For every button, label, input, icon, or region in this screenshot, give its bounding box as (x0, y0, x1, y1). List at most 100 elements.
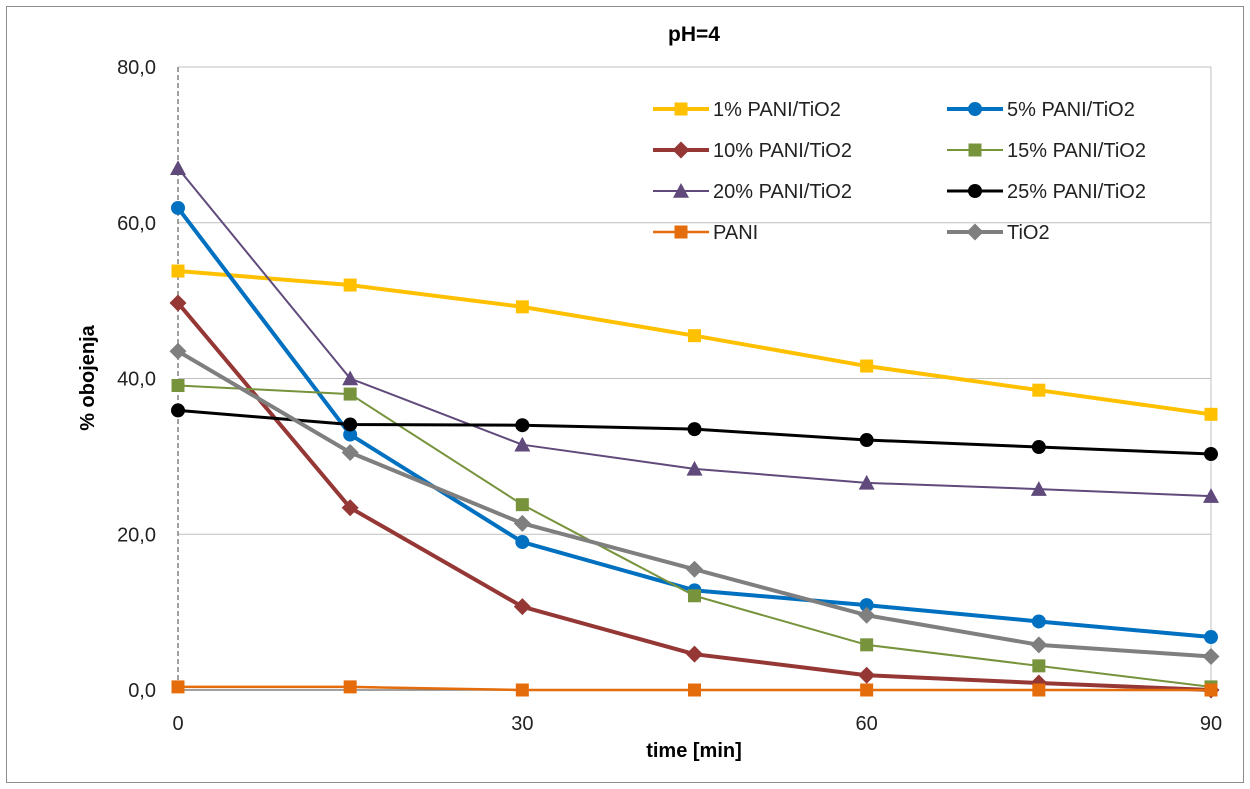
series-10-pani-tio2 (169, 294, 1220, 699)
data-point (343, 417, 358, 432)
data-point (171, 379, 185, 393)
x-tick-label: 60 (856, 713, 878, 735)
data-point (343, 680, 357, 694)
data-point (686, 560, 703, 578)
x-tick-label: 90 (1200, 713, 1222, 735)
legend-label: 5% PANI/TiO2 (1007, 99, 1135, 121)
data-point (515, 683, 529, 697)
data-point (343, 427, 358, 442)
legend-item: 25% PANI/TiO2 (947, 181, 1146, 203)
data-point (686, 460, 703, 476)
data-point (343, 278, 357, 292)
data-point (687, 422, 702, 437)
data-point (515, 498, 529, 512)
series-line (176, 301, 1212, 692)
data-point (1030, 636, 1048, 654)
data-point (171, 680, 185, 694)
x-tick-label: 0 (172, 713, 183, 735)
data-point (858, 666, 876, 684)
data-point (343, 387, 357, 401)
series-25-pani-tio2 (171, 403, 1218, 462)
data-point (170, 160, 186, 176)
data-point (513, 598, 531, 616)
data-point (859, 433, 874, 448)
data-point (1204, 683, 1218, 697)
legend-marker (674, 102, 688, 116)
legend-label: 20% PANI/TiO2 (713, 181, 852, 203)
data-point (169, 342, 187, 360)
legend: 1% PANI/TiO2 5% PANI/TiO2 10% PANI/TiO2 15%… (653, 99, 1146, 244)
data-point (171, 403, 185, 418)
series-1-pani-tio2 (171, 264, 1218, 421)
y-tick-label: 60,0 (117, 213, 156, 235)
data-point (858, 474, 875, 490)
series-20-pani-tio2 (170, 160, 1219, 503)
legend-marker (674, 225, 688, 239)
series-tio2 (169, 342, 1220, 666)
series-layer (169, 160, 1220, 699)
data-point (171, 200, 185, 215)
series-15-pani-tio2 (171, 379, 1218, 694)
data-point (1031, 614, 1046, 629)
legend-label: 10% PANI/TiO2 (713, 140, 852, 162)
legend-marker (968, 102, 982, 116)
data-point (688, 329, 701, 343)
data-point (1031, 440, 1046, 455)
legend-item: 1% PANI/TiO2 (653, 99, 841, 121)
data-point (515, 418, 530, 433)
data-point (1032, 659, 1046, 673)
data-point (1030, 481, 1047, 496)
data-point (342, 370, 359, 386)
data-point (513, 514, 531, 532)
data-point (515, 300, 529, 314)
data-point (1202, 648, 1220, 666)
legend-label: 1% PANI/TiO2 (713, 99, 841, 121)
data-point (515, 535, 530, 550)
legend-item: 20% PANI/TiO2 (653, 181, 852, 203)
data-point (686, 645, 703, 663)
legend-item: 10% PANI/TiO2 (653, 140, 852, 162)
data-point (169, 294, 187, 312)
chart-title: pH=4 (668, 23, 720, 46)
legend-label: 25% PANI/TiO2 (1007, 181, 1146, 203)
y-axis-title: % obojenja (77, 324, 99, 430)
data-point (1204, 630, 1218, 645)
legend-marker (672, 141, 690, 159)
legend-item: TiO2 (947, 222, 1050, 244)
data-point (860, 683, 874, 697)
series-pani (171, 680, 1218, 697)
y-tick-label: 40,0 (117, 369, 156, 391)
x-tick-label: 30 (511, 713, 533, 735)
legend-label: 15% PANI/TiO2 (1007, 140, 1146, 162)
data-point (171, 264, 185, 278)
legend-label: PANI (713, 222, 758, 244)
legend-marker (673, 183, 689, 198)
y-tick-label: 20,0 (117, 524, 156, 546)
y-tick-label: 80,0 (117, 57, 156, 79)
legend-item: PANI (653, 222, 758, 244)
data-point (341, 499, 359, 517)
data-point (860, 638, 874, 652)
legend-item: 5% PANI/TiO2 (947, 99, 1135, 121)
data-point (341, 443, 359, 461)
legend-item: 15% PANI/TiO2 (947, 140, 1146, 162)
data-point (859, 598, 874, 613)
data-point (1203, 488, 1219, 503)
data-point (858, 606, 876, 624)
legend-marker (966, 223, 984, 241)
data-point (860, 359, 874, 373)
legend-marker (968, 184, 982, 198)
x-axis-title: time [min] (646, 740, 742, 762)
legend-marker (968, 143, 982, 157)
data-point (1032, 683, 1046, 697)
data-point (1204, 407, 1218, 421)
tick-labels: 0,0 20,0 40,0 60,0 80,0 0 30 60 90 (117, 57, 1222, 735)
data-point (688, 589, 701, 603)
data-point (1032, 383, 1046, 397)
y-tick-label: 0,0 (128, 680, 156, 702)
data-point (514, 436, 531, 452)
data-point (688, 683, 701, 697)
series-line (176, 349, 1212, 659)
data-point (1204, 447, 1218, 462)
